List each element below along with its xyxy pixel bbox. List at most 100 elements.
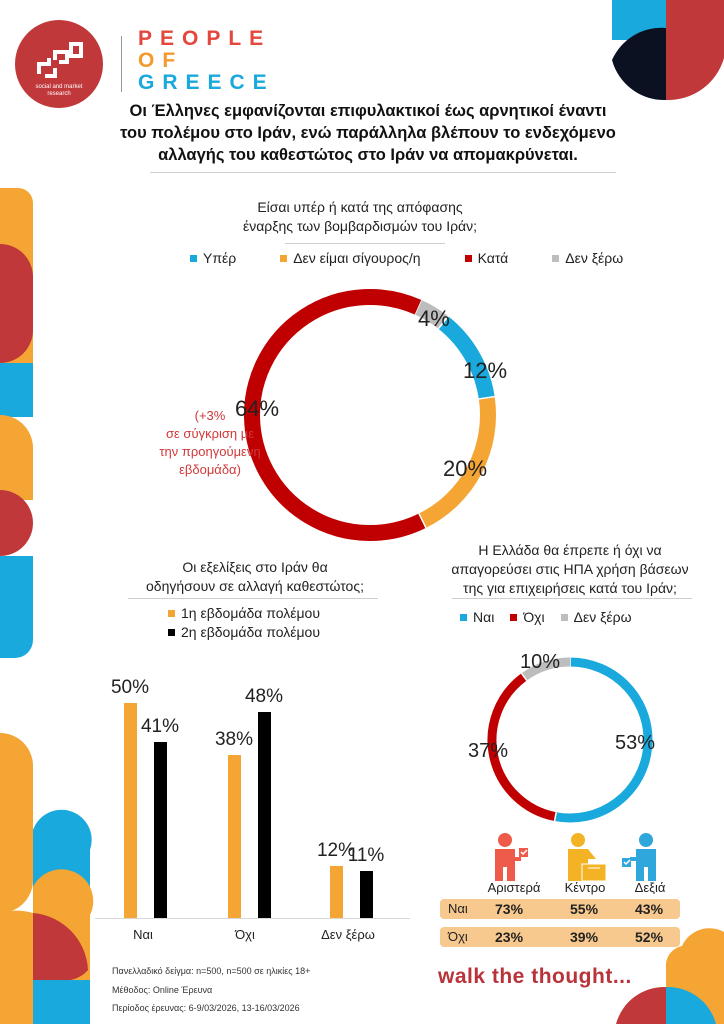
chart3-legend: Ναι Όχι Δεν ξέρω bbox=[460, 609, 632, 625]
donut-separator bbox=[478, 395, 495, 400]
chart2-category-nai: Ναι bbox=[133, 927, 153, 942]
table-row-nai: Ναι 73% 55% 43% bbox=[440, 899, 680, 919]
footnote-sample: Πανελλαδικό δείγμα: n=500, n=500 σε ηλικ… bbox=[112, 966, 311, 976]
legend-item-not-sure: Δεν είμαι σίγουρος/η bbox=[280, 250, 421, 266]
footnote-period: Περίοδος έρευνας: 6-9/03/2026, 13-16/03/… bbox=[112, 1003, 300, 1013]
chart1-label-dont-know: 4% bbox=[418, 306, 450, 331]
logo-tagline-1: social and market bbox=[35, 84, 83, 90]
bar-2-1 bbox=[258, 711, 271, 918]
legend-swatch bbox=[510, 613, 518, 621]
bar-2-2 bbox=[360, 870, 373, 918]
legend-swatch bbox=[552, 254, 560, 262]
chart2-title-divider bbox=[128, 598, 378, 599]
headline: Οι Έλληνες εμφανίζονται επιφυλακτικοί έω… bbox=[120, 102, 616, 164]
table-cell: 55% bbox=[570, 901, 599, 917]
donut-separator bbox=[520, 672, 528, 681]
legend-label: Υπέρ bbox=[203, 250, 237, 266]
chart2-title-line-2: οδηγήσουν σε αλλαγή καθεστώτος; bbox=[146, 578, 364, 594]
chart1-change-note: (+3% σε σύγκριση με την προηγούμενη εβδο… bbox=[150, 407, 270, 479]
brand-name-line-2: OF bbox=[138, 49, 184, 72]
legend-swatch bbox=[464, 254, 472, 262]
table-cell: 23% bbox=[495, 929, 524, 945]
chart2-category-dont-know: Δεν ξέρω bbox=[321, 927, 375, 942]
donut-slice-kata bbox=[244, 289, 427, 541]
logo-tagline-2: research bbox=[47, 91, 71, 97]
table-cell: 39% bbox=[570, 929, 599, 945]
chart3-title: Η Ελλάδα θα έπρεπε ή όχι να απαγορεύσει … bbox=[425, 541, 715, 598]
legend-swatch bbox=[560, 613, 568, 621]
legend-item-dont-know: Δεν ξέρω bbox=[552, 250, 623, 266]
donut-separator bbox=[553, 812, 557, 822]
legend-swatch bbox=[460, 613, 467, 621]
chart1-title: Είσαι υπέρ ή κατά της απόφασης έναρξης τ… bbox=[190, 198, 530, 236]
footnote-method: Μέθοδος: Online Έρευνα bbox=[112, 985, 213, 995]
bar-value-label: 38% bbox=[214, 728, 254, 750]
bar-value-label: 11% bbox=[347, 844, 385, 866]
voter-center-icon bbox=[568, 833, 607, 882]
chart2-x-axis bbox=[95, 918, 410, 919]
note-line: εβδομάδα) bbox=[179, 462, 241, 477]
legend-label: Ναι bbox=[473, 609, 495, 625]
legend-item-yper: Υπέρ bbox=[190, 250, 236, 266]
column-header-right: Δεξιά bbox=[634, 880, 666, 895]
chart1-title-divider bbox=[285, 243, 445, 244]
donut-slice-not-sure bbox=[418, 396, 496, 528]
chart2-title: Οι εξελίξεις στο Ιράν θα οδηγήσουν σε αλ… bbox=[105, 558, 405, 596]
chart3-donut bbox=[487, 657, 653, 823]
bar-1-0 bbox=[124, 703, 137, 918]
legend-swatch bbox=[168, 628, 175, 636]
chart3-title-line-2: απαγορεύσει στις ΗΠΑ χρήση βάσεων bbox=[451, 561, 689, 577]
legend-item-nai: Ναι bbox=[460, 609, 494, 625]
legend-item-kata: Κατά bbox=[464, 250, 509, 266]
legend-swatch bbox=[168, 609, 175, 617]
table-cell: 73% bbox=[495, 901, 524, 917]
bar-1-2 bbox=[330, 866, 343, 918]
donut-slice-nai bbox=[554, 657, 653, 823]
brand-name-line-3: GREECE bbox=[138, 71, 275, 94]
row-label: Ναι bbox=[448, 901, 468, 916]
chart1-title-line-2: έναρξης των βομβαρδισμών του Ιράν; bbox=[242, 218, 478, 234]
chart3-label-nai: 53% bbox=[615, 732, 656, 754]
donut-slice-dont-know bbox=[521, 657, 571, 681]
donut-separator bbox=[418, 513, 427, 529]
table-cell: 43% bbox=[635, 901, 664, 917]
chart1-label-yper: 12% bbox=[463, 358, 508, 383]
brand-name-line-1: PEOPLE bbox=[138, 27, 272, 50]
legend-item-dont-know: Δεν ξέρω bbox=[560, 609, 632, 625]
column-header-center: Κέντρο bbox=[564, 880, 606, 895]
deco-dark-half bbox=[612, 27, 666, 101]
legend-label: Κατά bbox=[477, 250, 509, 266]
headline-divider bbox=[150, 172, 616, 173]
bar-value-label: 41% bbox=[140, 715, 180, 737]
legend-swatch bbox=[280, 254, 288, 262]
bar-value-label: 48% bbox=[244, 685, 284, 707]
chart3-title-line-1: Η Ελλάδα θα έπρεπε ή όχι να bbox=[478, 542, 662, 558]
legend-label: Δεν είμαι σίγουρος/η bbox=[293, 250, 421, 266]
legend-swatch bbox=[190, 254, 197, 262]
legend-label: Δεν ξέρω bbox=[565, 250, 624, 266]
voter-left-icon bbox=[495, 833, 528, 881]
chart3-title-divider bbox=[452, 598, 692, 599]
legend-label: 1η εβδομάδα πολέμου bbox=[181, 605, 321, 621]
table-row-oxi: Όχι 23% 39% 52% bbox=[440, 927, 680, 947]
bar-value-label: 12% bbox=[316, 840, 356, 862]
chart1-label-kata: 64% bbox=[235, 396, 280, 421]
note-line: (+3% bbox=[194, 408, 226, 423]
voter-right-icon bbox=[622, 833, 656, 881]
legend-label: Όχι bbox=[523, 609, 545, 625]
donut-separator bbox=[437, 315, 449, 330]
donut-slice-yper bbox=[438, 316, 495, 400]
note-line: την προηγούμενη bbox=[159, 444, 261, 459]
chart1-title-line-1: Είσαι υπέρ ή κατά της απόφασης bbox=[257, 199, 463, 215]
chart2-title-line-1: Οι εξελίξεις στο Ιράν θα bbox=[182, 559, 328, 575]
note-line: σε σύγκριση με bbox=[166, 426, 254, 441]
row-label: Όχι bbox=[448, 929, 468, 944]
chart2-category-oxi: Όχι bbox=[235, 927, 255, 942]
logo-glyph-icon bbox=[37, 42, 83, 78]
bar-2-0 bbox=[154, 741, 167, 918]
tagline: walk the thought... bbox=[438, 965, 632, 988]
bar-1-1 bbox=[228, 754, 241, 918]
chart1-donut bbox=[244, 289, 496, 541]
chart1-legend: Υπέρ Δεν είμαι σίγουρος/η Κατά Δεν ξέρω bbox=[190, 250, 623, 266]
legend-label: 2η εβδομάδα πολέμου bbox=[181, 624, 321, 640]
